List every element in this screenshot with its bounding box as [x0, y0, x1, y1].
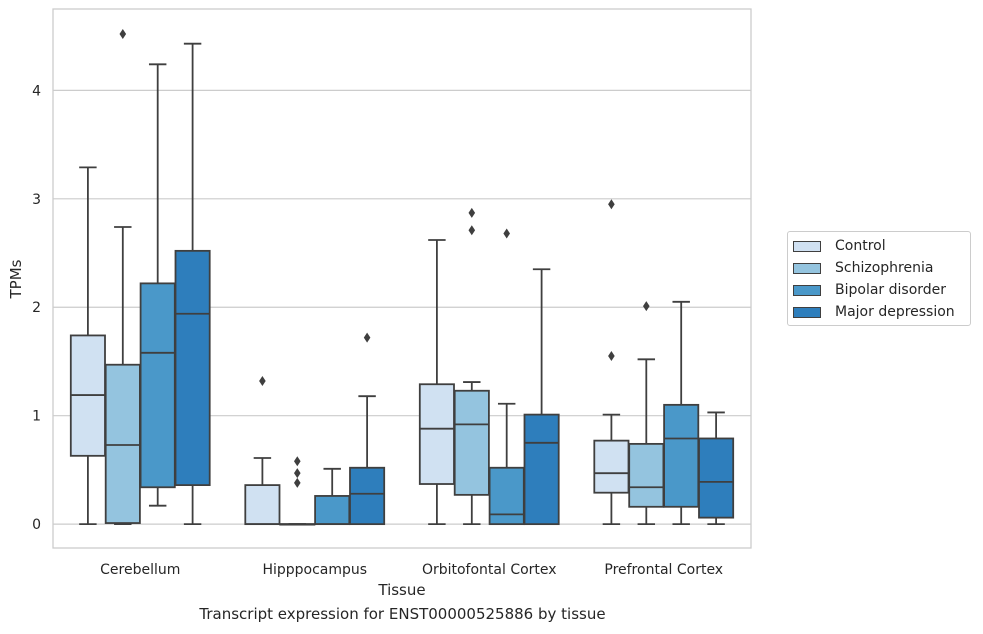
- box: [628, 442, 665, 508]
- x-axis-label: Tissue: [377, 581, 425, 599]
- x-tick-label: Hipppocampus: [262, 562, 367, 578]
- y-tick-label: 0: [32, 517, 41, 533]
- outlier-point: [119, 28, 127, 39]
- box: [139, 282, 176, 489]
- box-plot-marks: [69, 28, 735, 526]
- outlier-point: [294, 456, 301, 467]
- box: [453, 389, 490, 496]
- box: [488, 466, 525, 526]
- legend-swatch: [793, 262, 821, 274]
- x-tick-label: Prefrontal Cortex: [604, 562, 723, 578]
- outlier-point: [468, 207, 476, 218]
- outlier-point: [294, 468, 301, 479]
- y-tick-label: 1: [32, 409, 41, 425]
- outlier-point: [643, 301, 650, 312]
- box: [314, 495, 351, 526]
- legend: Control Schizophrenia Bipolar disorder M…: [787, 231, 971, 326]
- outlier-point: [608, 351, 615, 362]
- box: [698, 437, 735, 519]
- legend-label: Bipolar disorder: [835, 282, 947, 298]
- y-axis-label: TPMs: [7, 259, 25, 299]
- x-tick-label: Orbitofontal Cortex: [422, 562, 557, 578]
- legend-swatch: [793, 240, 821, 252]
- legend-label: Schizophrenia: [835, 260, 934, 276]
- legend-item-schizophrenia: Schizophrenia: [793, 258, 933, 278]
- legend-label: Major depression: [835, 304, 955, 320]
- legend-label: Control: [835, 238, 886, 254]
- x-axis-ticks: Cerebellum Hipppocampus Orbitofontal Corte…: [100, 562, 723, 578]
- x-tick-label: Cerebellum: [100, 562, 180, 578]
- legend-item-control: Control: [793, 236, 886, 256]
- box: [663, 403, 700, 508]
- box: [523, 413, 560, 526]
- box: [104, 363, 141, 524]
- y-axis-ticks: 0 1 2 3 4: [32, 83, 41, 533]
- figure-caption: Transcript expression for ENST0000052588…: [199, 605, 606, 623]
- outlier-point: [363, 332, 371, 343]
- outlier-point: [608, 199, 615, 210]
- box: [174, 249, 211, 486]
- box: [244, 484, 281, 526]
- legend-item-bipolar-disorder: Bipolar disorder: [793, 280, 946, 300]
- plot-frame: [52, 8, 752, 549]
- outlier-point: [468, 225, 476, 236]
- legend-swatch: [793, 284, 821, 296]
- outlier-point: [503, 228, 510, 239]
- box: [349, 466, 386, 526]
- outlier-point: [294, 477, 301, 488]
- y-tick-label: 4: [32, 83, 41, 99]
- legend-item-major-depression: Major depression: [793, 302, 955, 322]
- y-tick-label: 2: [32, 300, 41, 316]
- box: [418, 383, 455, 485]
- legend-swatch: [793, 306, 821, 318]
- box: [593, 439, 630, 494]
- outlier-point: [259, 375, 266, 386]
- y-tick-label: 3: [32, 192, 41, 208]
